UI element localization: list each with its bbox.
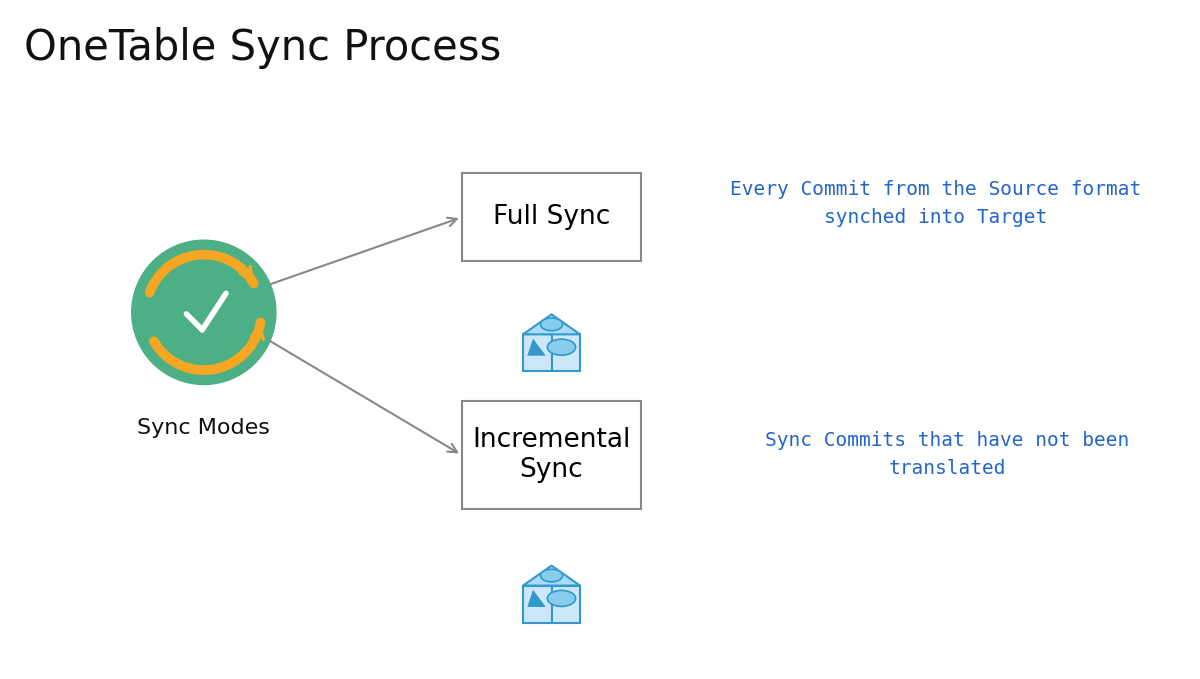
Text: OneTable Sync Process: OneTable Sync Process xyxy=(24,27,502,69)
Ellipse shape xyxy=(132,240,276,384)
Text: Every Commit from the Source format
synched into Target: Every Commit from the Source format sync… xyxy=(730,180,1141,227)
Polygon shape xyxy=(552,585,580,623)
FancyBboxPatch shape xyxy=(462,401,642,509)
FancyBboxPatch shape xyxy=(462,173,642,261)
Polygon shape xyxy=(552,334,580,371)
Circle shape xyxy=(547,340,576,355)
Polygon shape xyxy=(523,334,552,371)
Polygon shape xyxy=(523,566,580,585)
Polygon shape xyxy=(523,585,552,623)
Text: Sync Modes: Sync Modes xyxy=(137,418,270,438)
Polygon shape xyxy=(523,314,580,334)
Text: Sync Commits that have not been
translated: Sync Commits that have not been translat… xyxy=(766,431,1129,479)
Circle shape xyxy=(547,591,576,606)
Polygon shape xyxy=(527,339,546,356)
Circle shape xyxy=(540,318,563,331)
Polygon shape xyxy=(527,590,546,607)
Circle shape xyxy=(540,569,563,582)
Text: Full Sync: Full Sync xyxy=(493,204,611,230)
Text: Incremental
Sync: Incremental Sync xyxy=(473,427,631,483)
